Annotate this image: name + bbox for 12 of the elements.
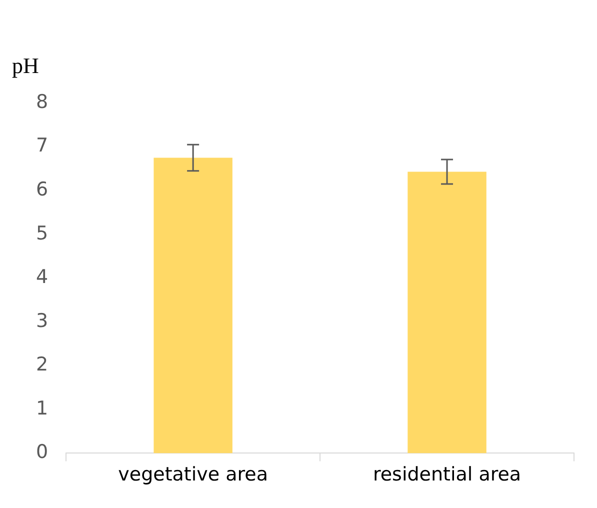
y-axis-title: pH <box>12 52 39 78</box>
x-tick-label: vegetative area <box>118 464 268 486</box>
y-tick-label: 5 <box>36 222 48 244</box>
y-tick-label: 8 <box>36 90 48 113</box>
y-tick-label: 4 <box>36 266 48 288</box>
y-tick-label: 6 <box>36 178 48 200</box>
y-tick-label: 2 <box>36 354 48 376</box>
y-tick-label: 3 <box>36 310 48 332</box>
x-tick-label: residential area <box>372 464 522 486</box>
y-tick-label: 7 <box>36 134 48 157</box>
y-tick-label: 0 <box>36 441 48 464</box>
y-tick-label: 1 <box>36 397 48 420</box>
